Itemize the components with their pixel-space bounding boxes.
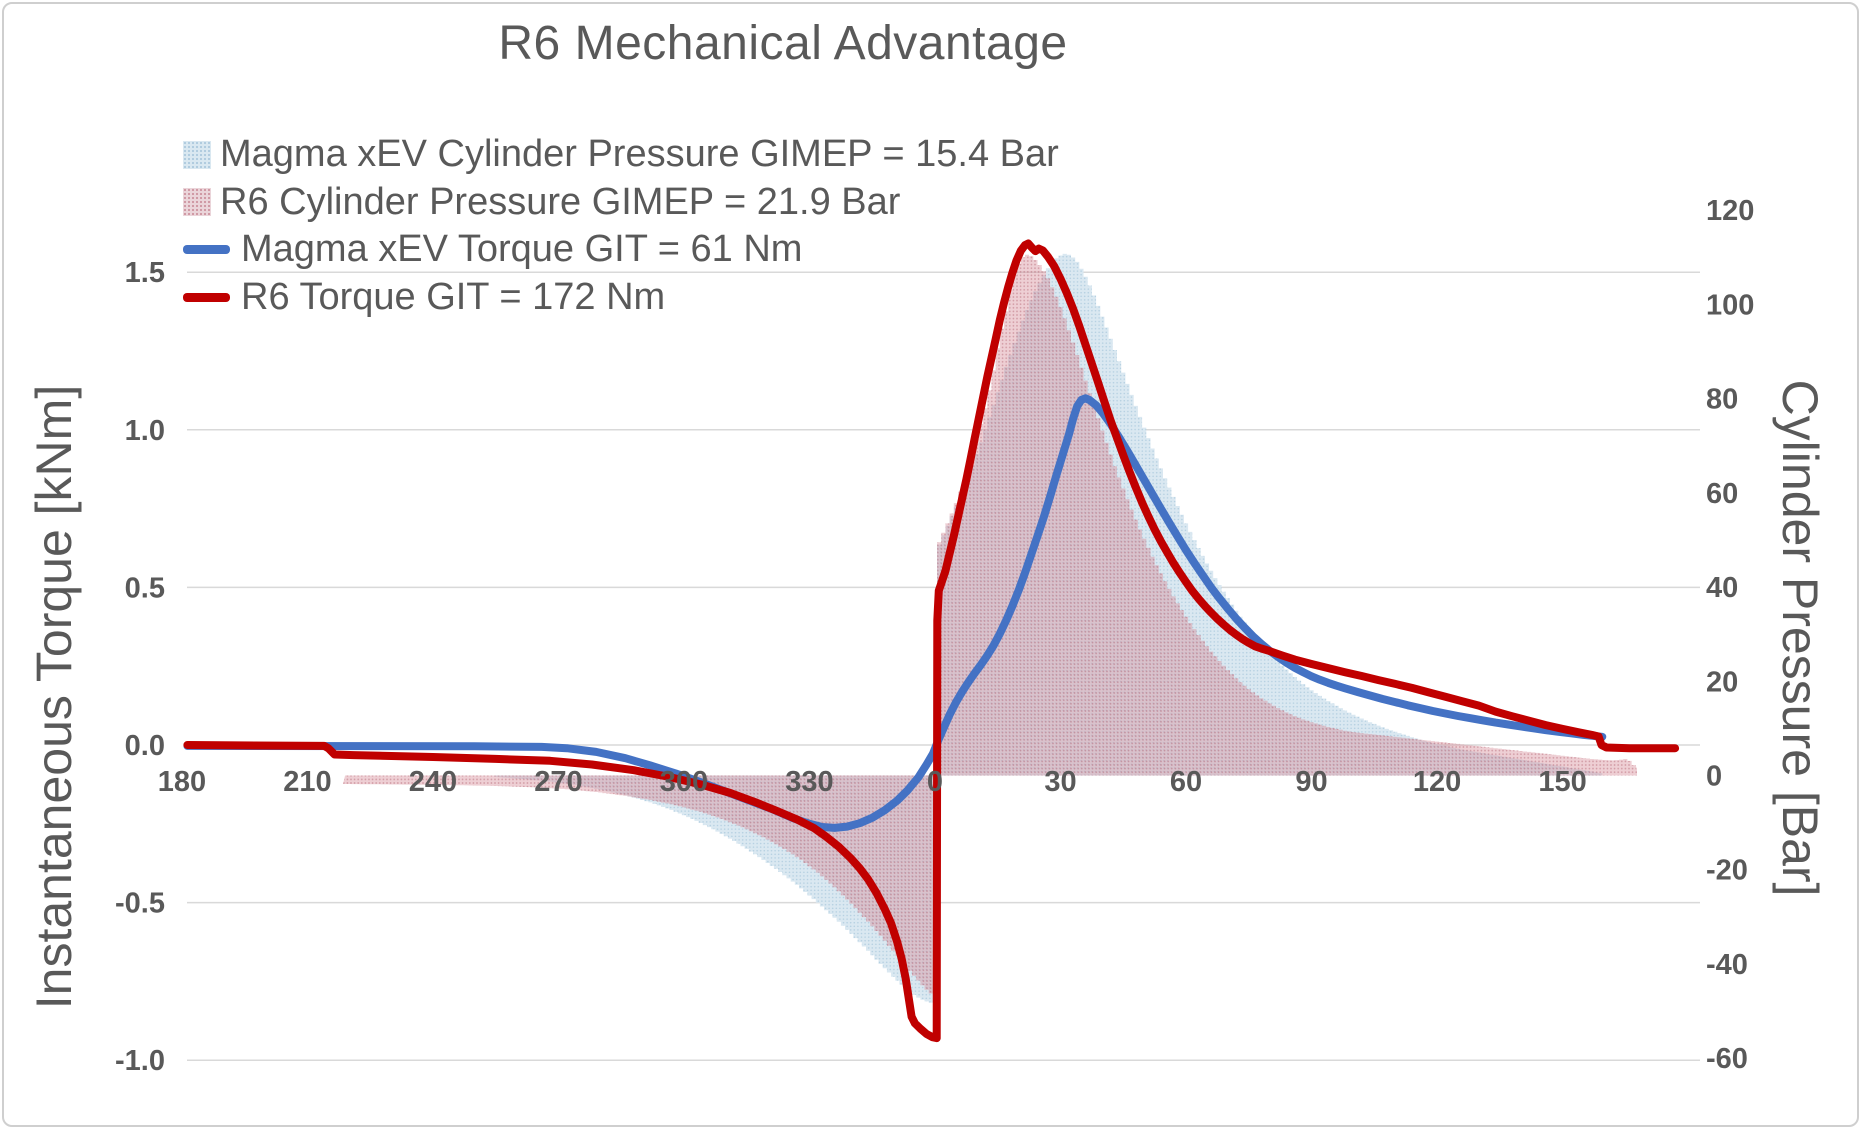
chart-legend: Magma xEV Cylinder Pressure GIMEP = 15.4… <box>183 131 1059 321</box>
x-axis-tick-label: 300 <box>660 766 708 798</box>
right-axis-tick-label: 120 <box>1706 195 1754 227</box>
x-axis-tick-label: 240 <box>409 766 457 798</box>
left-axis-title: Instantaneous Torque [kNm] <box>26 384 82 1010</box>
right-axis-tick-label: 60 <box>1706 478 1738 510</box>
right-axis-title: Cylinder Pressure [Bar] <box>1772 379 1828 897</box>
x-axis-tick-label: 330 <box>785 766 833 798</box>
x-axis-tick-label: 30 <box>1044 766 1076 798</box>
x-axis-tick-label: 0 <box>927 766 943 798</box>
x-axis-tick-label: 180 <box>158 766 206 798</box>
x-axis-tick-label: 150 <box>1538 766 1586 798</box>
magma-torque-line <box>183 394 1607 832</box>
x-axis-tick-label: 210 <box>283 766 331 798</box>
legend-item: R6 Cylinder Pressure GIMEP = 21.9 Bar <box>183 179 1059 227</box>
right-axis-tick-label: 80 <box>1706 384 1738 416</box>
pink-area-swatch-icon <box>183 188 211 217</box>
legend-item-label: Magma xEV Cylinder Pressure GIMEP = 15.4… <box>220 133 1059 176</box>
blue-line-swatch-icon <box>183 245 230 255</box>
right-axis-tick-label: 20 <box>1706 666 1738 698</box>
legend-item-label: R6 Cylinder Pressure GIMEP = 21.9 Bar <box>220 180 901 223</box>
x-axis-tick-label: 60 <box>1170 766 1202 798</box>
right-axis-tick-label: -60 <box>1706 1043 1748 1075</box>
right-axis-tick-label: -20 <box>1706 855 1748 887</box>
chart-title: R6 Mechanical Advantage <box>498 17 1068 70</box>
right-axis-tick-label: 0 <box>1706 761 1722 793</box>
left-axis-tick-label: -1.0 <box>115 1045 165 1077</box>
legend-item-label: R6 Torque GIT = 172 Nm <box>241 275 666 318</box>
legend-item: R6 Torque GIT = 172 Nm <box>183 274 1059 322</box>
red-line-swatch-icon <box>183 292 230 302</box>
lightblue-area-swatch-icon <box>183 140 211 169</box>
left-axis-tick-label: 1.5 <box>125 257 165 289</box>
right-axis-tick-label: 100 <box>1706 289 1754 321</box>
left-axis-tick-label: 1.0 <box>125 415 165 447</box>
legend-item-label: Magma xEV Torque GIT = 61 Nm <box>241 228 803 271</box>
left-axis-tick-label: 0.5 <box>125 572 165 604</box>
r6-torque-line <box>183 239 1680 1043</box>
right-axis-tick-label: 40 <box>1706 572 1738 604</box>
legend-item: Magma xEV Cylinder Pressure GIMEP = 15.4… <box>183 131 1059 179</box>
left-axis-tick-label: -0.5 <box>115 888 165 920</box>
x-axis-tick-label: 270 <box>534 766 582 798</box>
x-axis-tick-label: 120 <box>1413 766 1461 798</box>
x-axis-tick-label: 90 <box>1295 766 1327 798</box>
legend-item: Magma xEV Torque GIT = 61 Nm <box>183 226 1059 274</box>
r6-cylinder-pressure-area <box>343 254 1637 994</box>
right-axis-tick-label: -40 <box>1706 949 1748 981</box>
left-axis-tick-label: 0.0 <box>125 730 165 762</box>
